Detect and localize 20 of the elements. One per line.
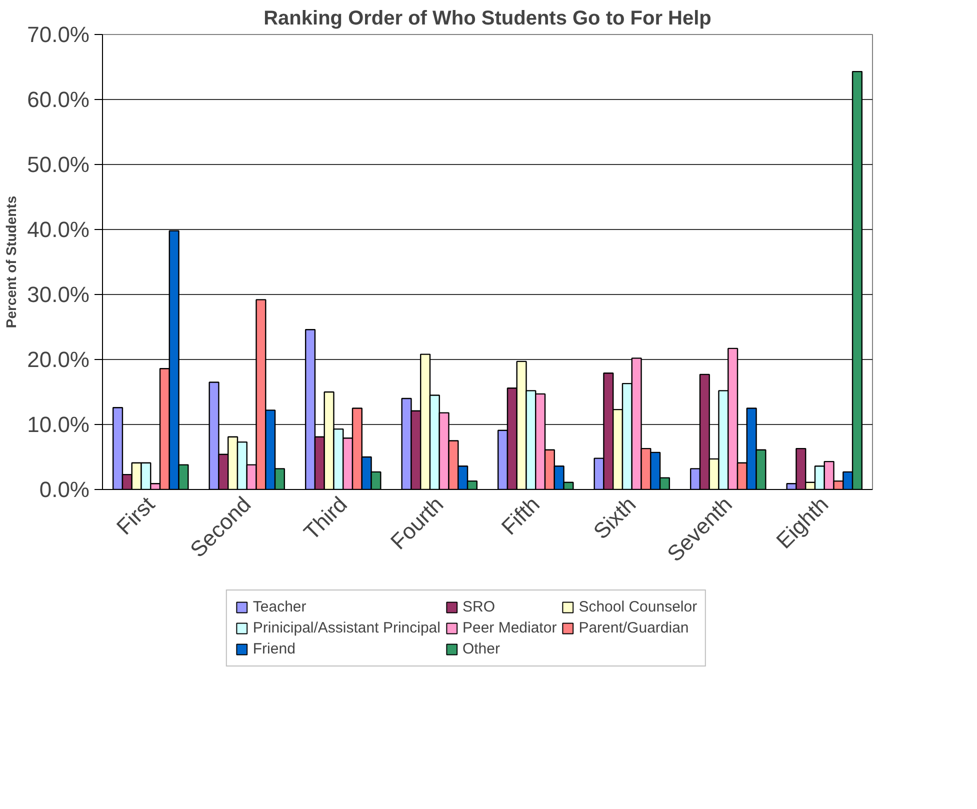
legend-label: Teacher (252, 598, 306, 616)
legend-label: Peer Mediator (462, 620, 557, 636)
y-tick-label: 70.0% (27, 22, 90, 47)
x-tick-label: First (112, 492, 160, 540)
legend-label: SRO (462, 598, 495, 616)
y-tick-label: 10.0% (27, 412, 90, 437)
y-tick-label: 50.0% (27, 152, 90, 177)
legend-label: Parent/Guardian (578, 620, 689, 636)
legend-label: School Counselor (578, 598, 698, 616)
y-tick-label: 40.0% (27, 217, 90, 242)
legend-label: Other (462, 640, 500, 658)
y-tick-label: 0.0% (39, 477, 90, 502)
y-axis-title: Percent of Students (3, 196, 20, 328)
y-tick-label: 60.0% (27, 87, 90, 112)
legend-label: Friend (252, 640, 296, 658)
y-tick-label: 30.0% (27, 282, 90, 307)
legend-label: Prinicipal/Assistant Principal (252, 620, 440, 636)
y-tick-label: 20.0% (27, 347, 90, 372)
x-tick-label: Fifth (496, 492, 544, 540)
chart-title: Ranking Order of Who Students Go to For Help (264, 8, 712, 30)
